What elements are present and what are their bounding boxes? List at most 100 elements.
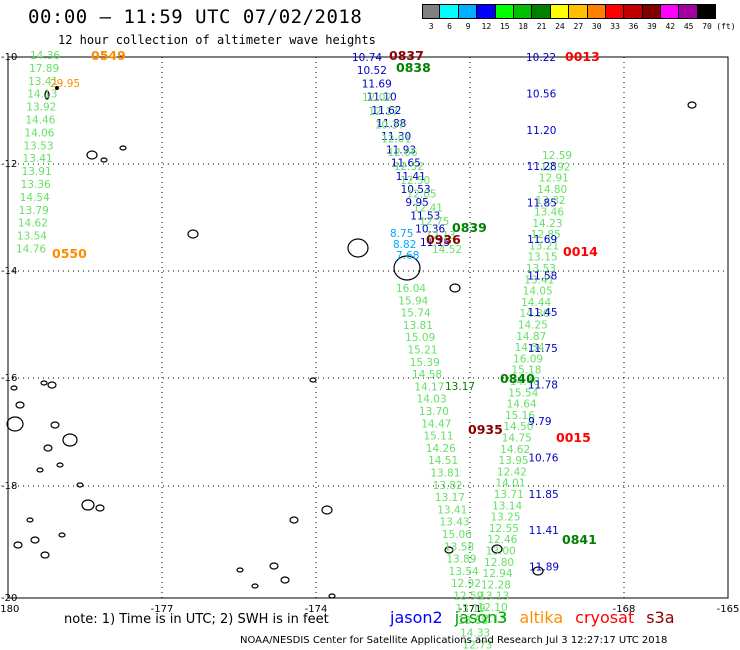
legend-bin: 15	[495, 4, 514, 31]
wave-height-value: 15.16	[505, 410, 535, 422]
pass-time-label: 0935	[468, 422, 503, 437]
wave-height-value: 11.65	[391, 158, 421, 170]
wave-height-value: 12.66	[387, 147, 417, 159]
legend-swatch	[642, 4, 662, 19]
wave-height-value: 15.11	[423, 431, 453, 443]
island-outline	[321, 505, 333, 515]
wave-height-value: 14.06	[24, 127, 54, 139]
legend-bin: 12	[477, 4, 496, 31]
wave-height-value: 14.36	[30, 50, 60, 62]
pass-time-label: 0840	[500, 371, 535, 386]
island-outline	[251, 583, 259, 589]
wave-height-value: 14.46	[25, 115, 55, 127]
wave-height-value: 14.62	[500, 444, 530, 456]
legend-label: 70	[702, 22, 712, 31]
legend-label: 18	[518, 22, 528, 31]
wave-height-value: 8.82	[393, 239, 416, 251]
wave-height-value: 16.04	[396, 283, 426, 295]
island-outline	[289, 516, 299, 524]
legend-label: 6	[447, 22, 452, 31]
wave-height-value: 15.74	[401, 308, 431, 320]
wave-height-value: 14.13	[27, 89, 57, 101]
wave-height-value: 15.54	[508, 387, 538, 399]
wave-height-value: 14.23	[532, 218, 562, 230]
satellite-name: altika	[519, 608, 564, 627]
wave-height-value: 11.53	[410, 210, 440, 222]
island-dot	[55, 86, 59, 90]
wave-height-value: 13.95	[499, 455, 529, 467]
wave-height-value: 14.50	[503, 421, 533, 433]
wave-height-value: 12.92	[540, 161, 570, 173]
wave-height-value: 15.21	[407, 345, 437, 357]
legend-swatch	[532, 4, 551, 19]
wave-height-value: 14.51	[428, 455, 458, 467]
island-outline	[43, 444, 53, 452]
wave-height-value: 12.52	[394, 161, 424, 173]
wave-height-value: 13.46	[534, 207, 564, 219]
wave-height-value: 15.06	[442, 529, 472, 541]
wave-height-value: 11.15	[420, 237, 450, 249]
legend-unit: (ft)	[716, 22, 736, 31]
wave-height-value: 13.00	[486, 546, 516, 558]
wave-height-value: 12.50	[400, 175, 430, 187]
island-outline	[269, 562, 279, 570]
wave-height-value: 13.41	[23, 153, 53, 165]
latitude-tick-label: -12	[1, 159, 17, 170]
wave-height-value: 10.56	[526, 88, 556, 100]
wave-height-value: 13.54	[449, 566, 479, 578]
latitude-tick-label: -10	[1, 52, 17, 63]
island-outline	[532, 566, 544, 576]
wave-height-value: 11.85	[527, 198, 557, 210]
wave-height-value: 14.75	[502, 433, 532, 445]
legend-bin: 39	[642, 4, 662, 31]
wave-height-value: 14.25	[518, 320, 548, 332]
map-frame	[7, 56, 729, 599]
legend-swatch	[587, 4, 606, 19]
map-subtitle: 12 hour collection of altimeter wave hei…	[58, 33, 376, 47]
wave-height-value: 14.58	[412, 369, 442, 381]
wave-height-value: 11.62	[371, 105, 401, 117]
island-outline	[100, 157, 108, 163]
wave-height-value: 11.88	[376, 118, 406, 130]
wave-height-value: 15.18	[511, 365, 541, 377]
wave-height-value: 13.81	[430, 468, 460, 480]
wave-height-value: 14.03	[417, 394, 447, 406]
wave-height-value: 14.76	[16, 244, 46, 256]
wave-height-value: 14.17	[414, 381, 444, 393]
island-outline	[56, 462, 64, 468]
wave-height-value: 13.41	[437, 504, 467, 516]
legend-label: 3	[428, 22, 434, 31]
footer-note: note: 1) Time is in UTC; 2) SWH is in fe…	[64, 612, 329, 627]
wave-height-value: 13.68	[458, 615, 488, 627]
pass-time-label: 0014	[563, 244, 598, 259]
pass-time-label: 0841	[562, 532, 597, 547]
wave-height-value: 12.55	[489, 523, 519, 535]
island-outline	[309, 377, 317, 383]
island-outline	[47, 381, 57, 389]
island-outline	[26, 517, 34, 523]
wave-height-value: 11.69	[362, 78, 392, 90]
wave-height-value: 13.70	[419, 406, 449, 418]
wave-height-value: 7.68	[396, 250, 419, 262]
wave-height-value: 13.82	[433, 480, 463, 492]
wave-height-value: 12.85	[531, 229, 561, 241]
legend-unit-cell: (ft)	[716, 4, 736, 31]
legend-bin: 45	[679, 4, 698, 31]
legend-bin: 30	[587, 4, 606, 31]
pass-time-label: 0013	[565, 49, 600, 64]
legend-label: 30	[591, 22, 602, 31]
legend-label: 9	[465, 22, 471, 31]
wave-height-value: 12.10	[478, 602, 508, 614]
wave-height-value: 13.17	[435, 492, 465, 504]
wave-height-value: 14.44	[521, 297, 551, 309]
satellite-name: jason2	[390, 608, 443, 627]
satellite-name: s3a	[646, 608, 675, 627]
legend-swatch	[679, 4, 698, 19]
wave-height-value: 14.05	[523, 286, 553, 298]
wave-height-value: 15.94	[398, 295, 428, 307]
wave-height-value: 14.80	[537, 184, 567, 196]
wave-height-value: 14.52	[432, 244, 462, 256]
wave-height-value: 14.54	[20, 192, 50, 204]
wave-height-value: 10.36	[415, 224, 445, 236]
wave-height-value: 13.89	[446, 554, 476, 566]
